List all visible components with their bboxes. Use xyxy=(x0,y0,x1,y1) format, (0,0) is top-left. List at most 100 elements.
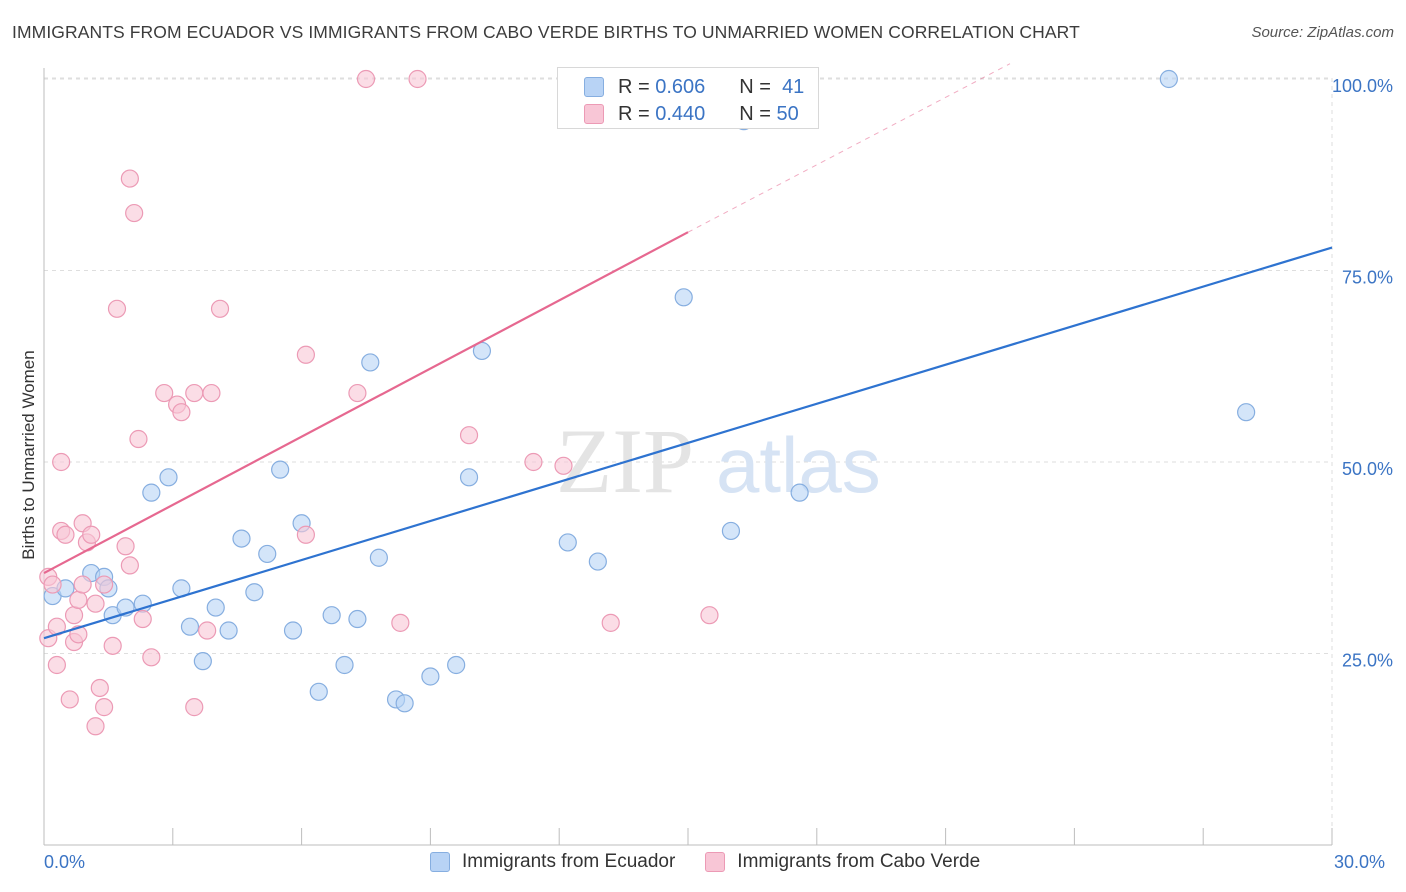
y-tick-labels: 25.0% 50.0% 75.0% 100.0% xyxy=(1332,76,1393,671)
caboverde-point xyxy=(73,575,92,594)
caboverde-point xyxy=(129,429,148,449)
caboverde-trend-extension xyxy=(687,63,1011,233)
ecuador-point xyxy=(459,468,479,487)
axes xyxy=(43,68,1333,846)
ecuador-point xyxy=(588,552,607,571)
ecuador-point xyxy=(245,583,264,602)
n-label: N = xyxy=(739,75,771,98)
legend-item-ecuador: Immigrants from Ecuador xyxy=(430,851,675,873)
ecuador-point xyxy=(1159,69,1178,89)
ecuador-point xyxy=(159,468,178,487)
caboverde-point xyxy=(43,575,62,594)
caboverde-trend-line xyxy=(43,231,689,575)
caboverde-point xyxy=(95,698,114,717)
ecuador-point xyxy=(674,288,693,307)
r-label: R = xyxy=(618,75,650,98)
ecuador-swatch-icon xyxy=(584,77,604,97)
chart-title: IMMIGRANTS FROM ECUADOR VS IMMIGRANTS FR… xyxy=(12,22,1080,42)
caboverde-point xyxy=(185,383,204,403)
caboverde-point xyxy=(142,648,161,667)
ecuador-point xyxy=(369,548,388,567)
caboverde-point xyxy=(601,613,620,632)
ecuador-n-value: 41 xyxy=(782,75,805,98)
ecuador-point xyxy=(721,521,741,541)
caboverde-point xyxy=(172,403,191,422)
trend-lines xyxy=(43,63,1333,640)
ecuador-point xyxy=(395,694,414,713)
ecuador-point xyxy=(361,353,380,372)
caboverde-point xyxy=(95,575,114,594)
y-axis-label: Births to Unmarried Women xyxy=(19,350,38,560)
caboverde-point xyxy=(356,69,376,89)
ecuador-point xyxy=(142,483,161,502)
y-tick-label: 50.0% xyxy=(1342,459,1393,479)
n-label: N = xyxy=(739,102,771,125)
x-tick-label-max: 30.0% xyxy=(1334,852,1386,872)
caboverde-point xyxy=(120,169,139,188)
caboverde-point xyxy=(155,383,174,403)
caboverde-point xyxy=(391,613,410,632)
caboverde-point xyxy=(459,426,479,445)
caboverde-point xyxy=(116,537,135,556)
ecuador-point xyxy=(309,682,328,701)
y-tick-label: 25.0% xyxy=(1342,651,1393,671)
caboverde-swatch-icon xyxy=(584,104,604,124)
legend-label-ecuador: Immigrants from Ecuador xyxy=(462,851,676,872)
series-legend: Immigrants from Ecuador Immigrants from … xyxy=(430,851,1010,873)
y-tick-label: 75.0% xyxy=(1342,268,1393,288)
caboverde-point xyxy=(210,299,230,318)
caboverde-point xyxy=(700,606,719,625)
ecuador-point xyxy=(790,483,809,502)
ecuador-point xyxy=(421,667,440,686)
y-tick-label: 100.0% xyxy=(1332,76,1393,96)
ecuador-point xyxy=(335,655,354,675)
legend-item-caboverde: Immigrants from Cabo Verde xyxy=(705,851,980,873)
caboverde-point xyxy=(125,203,144,223)
legend-row-caboverde: R = 0.440 N = 50 xyxy=(584,102,799,126)
r-label: R = xyxy=(618,102,650,125)
ecuador-r-value: 0.606 xyxy=(655,75,706,98)
caboverde-point xyxy=(524,452,543,472)
caboverde-point xyxy=(86,717,105,736)
caboverde-n-value: 50 xyxy=(776,102,799,125)
ecuador-point xyxy=(206,598,225,617)
caboverde-point xyxy=(103,636,122,655)
caboverde-point xyxy=(56,525,75,544)
caboverde-point xyxy=(86,594,105,613)
caboverde-point xyxy=(296,525,315,544)
legend-label-caboverde: Immigrants from Cabo Verde xyxy=(737,851,981,872)
caboverde-point xyxy=(69,590,88,609)
ecuador-point xyxy=(180,617,200,636)
caboverde-point xyxy=(90,678,109,698)
caboverde-point xyxy=(296,345,315,364)
caboverde-point xyxy=(60,690,79,709)
ecuador-trend-line xyxy=(43,246,1333,640)
caboverde-point xyxy=(198,621,217,640)
caboverde-point xyxy=(202,383,221,403)
caboverde-point xyxy=(185,698,204,717)
caboverde-point xyxy=(408,69,427,89)
caboverde-point xyxy=(47,655,66,675)
caboverde-point xyxy=(107,299,127,318)
ecuador-point xyxy=(558,533,577,552)
data-points xyxy=(39,69,1256,736)
ecuador-point xyxy=(219,621,238,640)
ecuador-point xyxy=(447,655,466,675)
caboverde-point xyxy=(52,452,71,472)
caboverde-point xyxy=(133,609,152,629)
caboverde-point xyxy=(64,606,84,625)
ecuador-legend-swatch-icon xyxy=(430,852,450,872)
ecuador-point xyxy=(322,606,341,625)
correlation-legend: R = 0.606 N = 41 R = 0.440 N = 50 xyxy=(557,67,819,129)
ecuador-point xyxy=(1237,403,1256,422)
ecuador-point xyxy=(258,544,277,564)
ecuador-point xyxy=(348,609,367,629)
ecuador-point xyxy=(232,529,251,548)
legend-row-ecuador: R = 0.606 N = 41 xyxy=(584,75,804,99)
source-label: Source: ZipAtlas.com xyxy=(1251,24,1394,41)
caboverde-point xyxy=(82,525,101,544)
ecuador-point xyxy=(193,652,212,671)
caboverde-point xyxy=(120,556,139,575)
watermark: ZIP atlas xyxy=(556,410,881,512)
